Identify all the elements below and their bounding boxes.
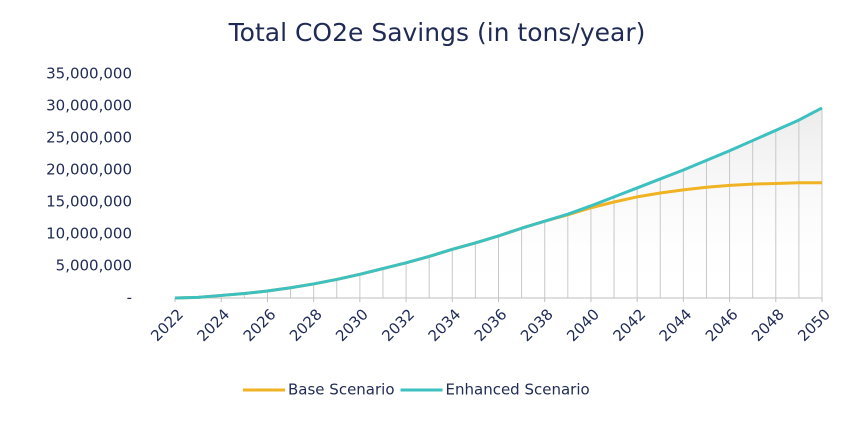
x-tick-label: 2046 bbox=[702, 305, 742, 345]
y-tick-label: 15,000,000 bbox=[46, 193, 132, 211]
y-tick-label: 35,000,000 bbox=[46, 65, 132, 83]
x-tick-label: 2038 bbox=[517, 305, 557, 345]
x-tick-label: 2024 bbox=[193, 305, 233, 345]
y-tick-label: 10,000,000 bbox=[46, 225, 132, 243]
chart-title: Total CO2e Savings (in tons/year) bbox=[228, 18, 646, 47]
y-tick-label: 5,000,000 bbox=[56, 257, 132, 275]
x-tick-label: 2036 bbox=[471, 305, 511, 345]
legend-label: Base Scenario bbox=[288, 381, 395, 399]
y-tick-label: 20,000,000 bbox=[46, 161, 132, 179]
legend: Base Scenario Enhanced Scenario bbox=[243, 381, 590, 399]
x-tick-label: 2042 bbox=[609, 305, 649, 345]
x-tick-label: 2034 bbox=[425, 305, 465, 345]
x-tick-label: 2026 bbox=[240, 305, 280, 345]
x-tick-label: 2044 bbox=[656, 305, 696, 345]
x-tick-label: 2022 bbox=[147, 305, 187, 345]
x-tick-label: 2050 bbox=[794, 305, 834, 345]
x-tick-label: 2032 bbox=[378, 305, 418, 345]
x-tick-label: 2030 bbox=[332, 305, 372, 345]
x-tick-label: 2028 bbox=[286, 305, 326, 345]
y-tick-label: 25,000,000 bbox=[46, 129, 132, 147]
legend-label: Enhanced Scenario bbox=[446, 381, 590, 399]
x-tick-label: 2040 bbox=[563, 305, 603, 345]
x-tick-label: 2048 bbox=[748, 305, 788, 345]
line bbox=[174, 106, 823, 300]
y-tick-label: - bbox=[127, 289, 132, 307]
y-tick-label: 30,000,000 bbox=[46, 97, 132, 115]
